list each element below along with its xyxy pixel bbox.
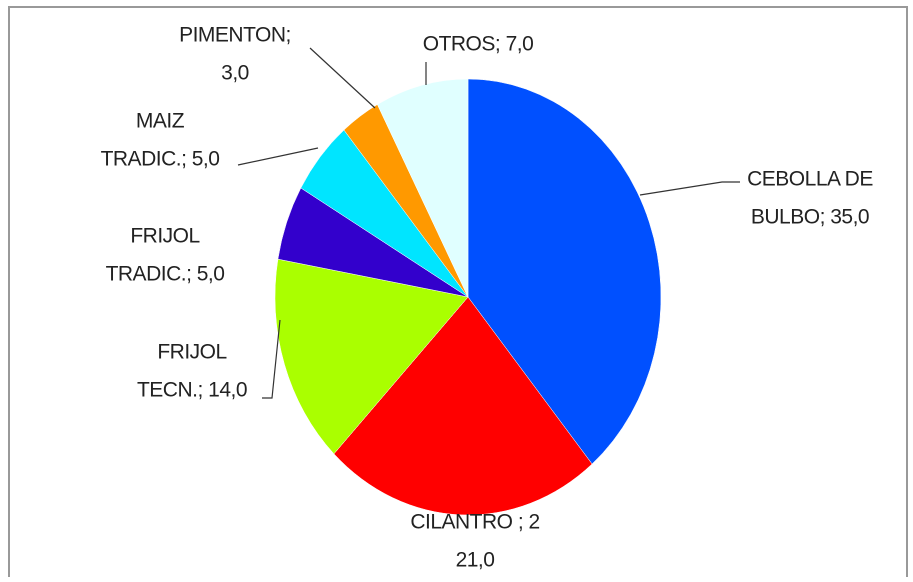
pie-slice [333, 296, 593, 516]
data-label: TRADIC.; 5,0 [101, 148, 220, 171]
leader-lines [237, 47, 740, 399]
data-label: 21,0 [456, 549, 495, 572]
leader-line [309, 47, 376, 109]
data-label: PIMENTON; [179, 24, 291, 47]
data-label: BULBO; 35,0 [751, 206, 869, 229]
pie-slice [274, 258, 469, 455]
data-label: CILANTRO ; 2 [410, 511, 539, 534]
data-label: FRIJOL [130, 225, 199, 248]
data-label: OTROS; 7,0 [423, 33, 534, 56]
leader-line [639, 181, 740, 196]
data-label: 3,0 [221, 62, 249, 85]
data-label: TECN.; 14,0 [137, 379, 247, 402]
data-label: MAIZ [136, 110, 185, 133]
pie [274, 78, 662, 516]
data-label: CEBOLLA DE [747, 168, 873, 191]
leader-line [262, 319, 281, 399]
data-label: FRIJOL [157, 341, 226, 364]
pie-slice [377, 78, 469, 298]
data-label: TRADIC.; 5,0 [106, 263, 225, 286]
leader-line [237, 147, 319, 166]
pie-slice [467, 78, 662, 465]
